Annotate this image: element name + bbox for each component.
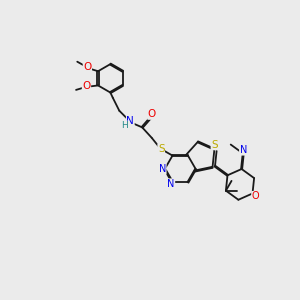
Text: N: N — [126, 116, 134, 126]
Text: N: N — [159, 164, 166, 174]
Text: N: N — [167, 179, 175, 189]
Text: N: N — [239, 145, 247, 155]
Text: O: O — [83, 62, 92, 72]
Text: O: O — [148, 109, 156, 119]
Text: O: O — [252, 191, 259, 201]
Text: S: S — [211, 140, 218, 150]
Text: S: S — [158, 144, 164, 154]
Text: O: O — [82, 81, 91, 91]
Text: H: H — [121, 121, 128, 130]
